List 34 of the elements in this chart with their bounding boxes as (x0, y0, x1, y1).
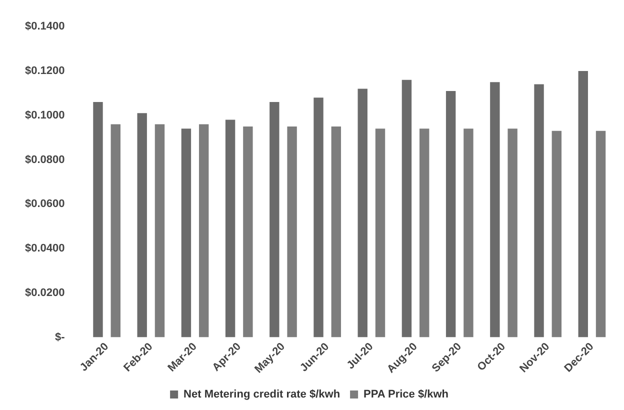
y-tick-label: $- (54, 331, 66, 344)
bar (375, 128, 386, 338)
bar (596, 130, 606, 338)
bar (154, 124, 165, 338)
bar (552, 130, 562, 338)
legend-label: PPA Price $/kwh (364, 388, 449, 401)
bar (270, 102, 280, 338)
bar (402, 80, 412, 338)
bar (93, 102, 103, 338)
bar (331, 126, 341, 338)
legend-label: Net Metering credit rate $/kwh (184, 388, 340, 401)
y-tick-label: $0.1200 (24, 65, 65, 78)
bar (446, 90, 456, 338)
y-tick-label: $0.0800 (24, 154, 65, 166)
y-tick-label: $0.1400 (24, 20, 65, 33)
bar (110, 124, 120, 338)
bar (578, 70, 588, 338)
bar (181, 128, 192, 338)
y-tick-label: $0.0600 (24, 198, 65, 210)
bar (358, 88, 368, 338)
bar (508, 128, 518, 338)
bar (198, 124, 209, 338)
bar (225, 120, 236, 338)
bar (534, 84, 544, 338)
bar (464, 128, 474, 338)
y-tick-label: $0.0400 (24, 242, 65, 255)
bar (287, 126, 297, 338)
bar (314, 98, 324, 338)
y-tick-label: $0.0200 (24, 286, 65, 299)
bar (137, 113, 147, 338)
y-tick-label: $0.1000 (24, 109, 65, 122)
bar (420, 128, 430, 338)
bar (243, 126, 253, 338)
bar (490, 82, 500, 338)
